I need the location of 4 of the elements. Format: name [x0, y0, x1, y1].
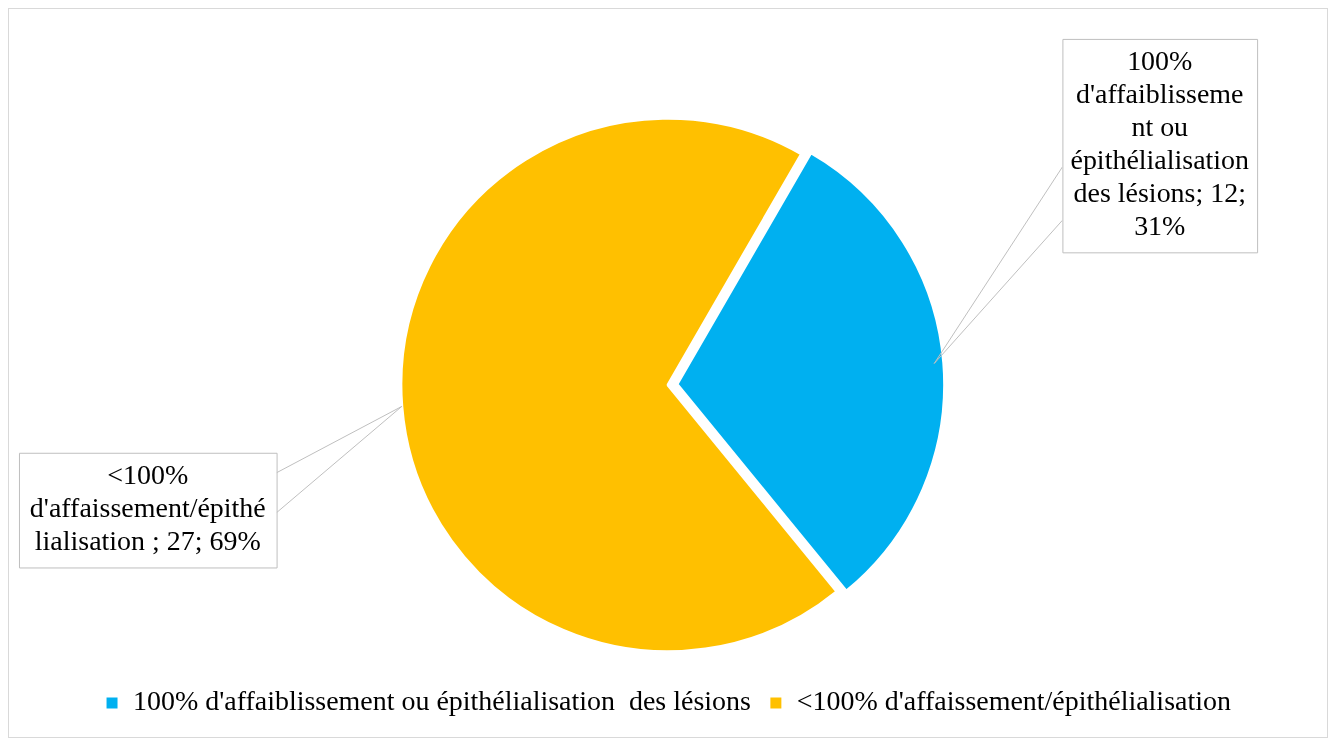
data-label: 100% d'affaiblissement ou épithélialisation des lésions; 12; 31% [1070, 45, 1250, 241]
legend-label: 100% d'affaiblissement ou épithélialisation des lésions [133, 685, 751, 717]
legend-label: <100% d'affaissement/épithélialisation [796, 685, 1231, 717]
data-label: <100% d'affaissement/épithélialisation ; 27; 69% [29, 459, 266, 556]
